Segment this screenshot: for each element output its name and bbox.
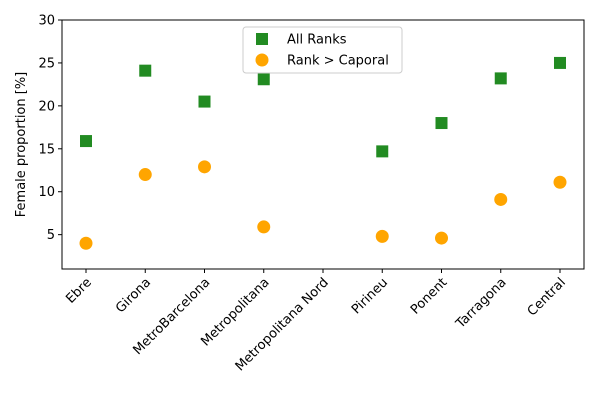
data-point-series-0-7: [494, 72, 507, 85]
x-axis-ticks: Ebre GironaMetroBarcelonaMetropolitanaMet…: [63, 269, 569, 374]
x-tick-label: Tarragona: [453, 275, 510, 332]
legend-box: [242, 26, 403, 74]
y-tick-label: 20: [38, 99, 55, 114]
data-point-series-0-6: [435, 117, 448, 130]
y-tick-label: 5: [47, 228, 55, 243]
data-point-series-1-3: [257, 220, 271, 234]
data-point-series-0-3: [257, 73, 270, 86]
x-tick-label: Pirineu: [349, 275, 391, 317]
legend-marker-0: [256, 33, 268, 45]
x-tick-label: Ebre: [63, 275, 94, 306]
legend: All Ranks Rank > Caporal: [242, 26, 403, 74]
data-point-series-1-1: [138, 168, 152, 182]
data-point-series-0-0: [80, 135, 92, 148]
y-tick-label: 25: [38, 56, 55, 71]
data-point-series-0-8: [554, 56, 566, 69]
data-point-series-0-2: [198, 95, 211, 108]
y-tick-label: 30: [38, 14, 55, 29]
data-point-series-1-2: [198, 160, 211, 174]
legend-label-1: Rank > Caporal: [287, 54, 389, 69]
data-point-series-1-0: [79, 236, 93, 250]
data-point-series-1-8: [553, 175, 567, 189]
y-axis-label: Female proportion [%]: [14, 72, 29, 217]
y-tick-label: 10: [38, 185, 55, 200]
legend-label-0: All Ranks: [287, 33, 347, 48]
x-tick-label: Ponent: [408, 275, 450, 317]
data-markers: [79, 56, 567, 250]
y-axis-ticks: 5 10 15 20 25 30: [38, 14, 62, 243]
data-point-series-0-5: [376, 145, 389, 158]
data-point-series-1-6: [435, 231, 448, 245]
x-tick-label: Girona: [113, 275, 154, 316]
data-point-series-0-1: [139, 64, 152, 77]
data-point-series-1-5: [375, 229, 389, 243]
y-tick-label: 15: [38, 142, 55, 157]
legend-marker-1: [255, 53, 269, 67]
data-point-series-1-7: [494, 192, 508, 206]
x-tick-label: Central: [525, 275, 569, 319]
